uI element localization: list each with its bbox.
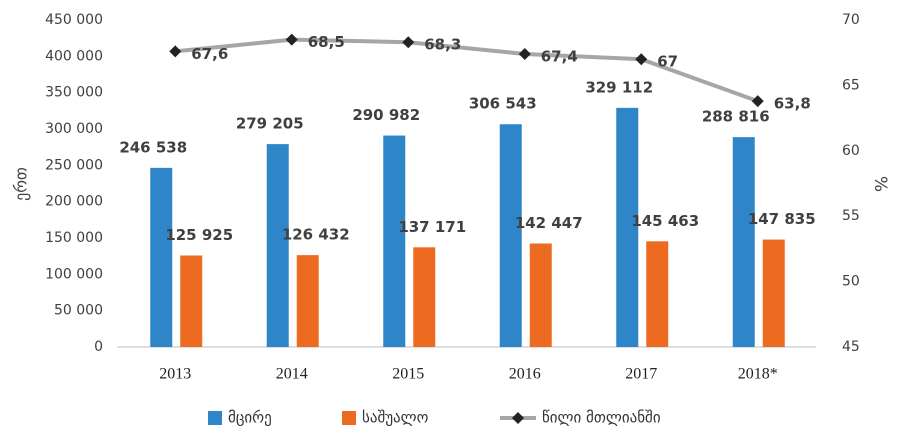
line-label: 67,4 <box>541 48 578 66</box>
data-label: 147 835 <box>748 210 816 228</box>
legend-label: წილი მთლიანში <box>542 409 661 427</box>
bar <box>499 124 522 347</box>
bar <box>616 107 639 348</box>
data-label: 125 925 <box>165 226 233 244</box>
line-marker <box>518 48 531 61</box>
data-label: 329 112 <box>585 78 653 96</box>
y-tick-label: 300 000 <box>45 121 103 137</box>
data-label: 142 447 <box>515 214 583 232</box>
y2-tick-label: 45 <box>842 339 860 355</box>
bar <box>150 167 173 347</box>
bar <box>413 247 436 347</box>
data-label: 246 538 <box>119 138 187 156</box>
line-label: 63,8 <box>774 95 811 113</box>
x-tick-label: 2017 <box>625 366 657 383</box>
line-label: 68,3 <box>424 36 461 54</box>
bar <box>383 135 406 347</box>
line-label: 67,6 <box>191 45 228 63</box>
line-marker <box>635 53 648 66</box>
y2-tick-label: 60 <box>842 143 860 159</box>
bar <box>646 241 669 347</box>
line-label: 68,5 <box>308 33 345 51</box>
y-tick-label: 250 000 <box>45 157 103 173</box>
data-label: 126 432 <box>282 226 350 244</box>
y-axis-label: ერთ <box>12 167 31 201</box>
line-label: 67 <box>657 53 678 71</box>
data-label: 145 463 <box>631 212 699 230</box>
legend-label: საშუალო <box>362 409 429 427</box>
y-tick-label: 400 000 <box>45 48 103 64</box>
y-tick-label: 450 000 <box>45 12 103 28</box>
line-marker <box>751 95 764 108</box>
x-tick-label: 2018* <box>738 366 778 383</box>
legend-swatch <box>208 411 222 425</box>
data-label: 288 816 <box>702 108 770 126</box>
line-marker <box>402 36 415 49</box>
legend-swatch <box>342 411 356 425</box>
y2-axis-label: % <box>870 176 890 192</box>
x-tick-label: 2015 <box>392 366 424 383</box>
x-tick-label: 2013 <box>159 366 191 383</box>
y2-tick-label: 65 <box>842 77 860 93</box>
line-marker <box>169 45 182 58</box>
y-tick-label: 350 000 <box>45 85 103 101</box>
bar <box>529 243 552 347</box>
line-marker <box>285 33 298 46</box>
data-label: 290 982 <box>352 106 420 124</box>
data-label: 137 171 <box>398 218 466 236</box>
legend-label: მცირე <box>228 409 272 427</box>
y-tick-label: 50 000 <box>54 303 103 319</box>
bar <box>762 239 785 347</box>
x-tick-label: 2016 <box>509 366 541 383</box>
data-label: 306 543 <box>469 95 537 113</box>
bar <box>180 255 203 347</box>
y2-tick-label: 55 <box>842 208 860 224</box>
legend-marker <box>512 412 524 424</box>
y-tick-label: 150 000 <box>45 230 103 246</box>
x-tick-label: 2014 <box>276 366 308 383</box>
bar <box>732 137 755 347</box>
bar <box>296 255 319 347</box>
bar <box>266 144 289 347</box>
data-label: 279 205 <box>236 115 304 133</box>
y-tick-label: 0 <box>94 339 103 355</box>
y-tick-label: 100 000 <box>45 266 103 282</box>
y-tick-label: 200 000 <box>45 194 103 210</box>
y2-tick-label: 70 <box>842 12 860 28</box>
y2-tick-label: 50 <box>842 274 860 290</box>
line <box>175 37 759 103</box>
